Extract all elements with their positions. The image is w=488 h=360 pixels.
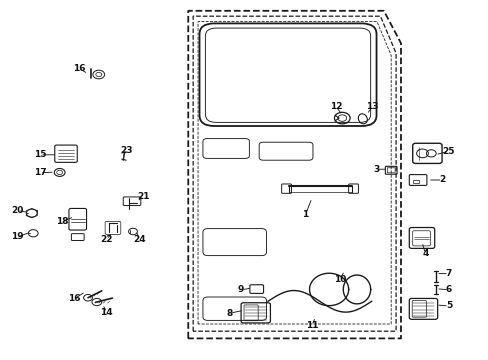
Text: 16: 16 — [68, 294, 81, 303]
Text: 15: 15 — [34, 150, 46, 159]
Text: 21: 21 — [137, 192, 150, 201]
Text: 6: 6 — [445, 285, 451, 294]
Text: 1: 1 — [302, 210, 308, 219]
Text: 24: 24 — [133, 235, 145, 244]
Text: 12: 12 — [329, 102, 342, 111]
Text: 2: 2 — [439, 175, 445, 184]
Text: 3: 3 — [373, 165, 379, 174]
Text: 5: 5 — [445, 302, 451, 310]
Text: 13: 13 — [366, 102, 378, 111]
Text: 25: 25 — [442, 147, 454, 156]
Text: 23: 23 — [120, 146, 132, 155]
Text: 10: 10 — [333, 274, 346, 284]
Text: 14: 14 — [100, 308, 113, 317]
Text: 20: 20 — [11, 206, 24, 215]
Text: 11: 11 — [305, 321, 318, 330]
Text: 16: 16 — [73, 64, 85, 73]
Text: 8: 8 — [226, 309, 232, 318]
Text: 18: 18 — [56, 217, 68, 226]
Text: 17: 17 — [34, 168, 46, 177]
Text: 19: 19 — [11, 233, 24, 241]
Text: 9: 9 — [237, 285, 244, 294]
Bar — [412, 180, 418, 183]
Text: 7: 7 — [445, 269, 451, 278]
Text: 22: 22 — [100, 235, 113, 244]
Text: 4: 4 — [421, 249, 428, 258]
